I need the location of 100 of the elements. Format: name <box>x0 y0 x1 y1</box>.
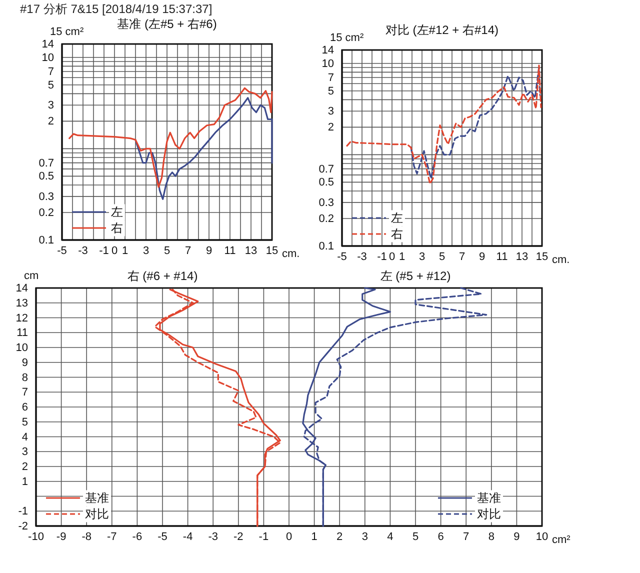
x-tick-label: 4 <box>387 530 394 543</box>
y-tick-label: 4 <box>22 431 28 444</box>
legend-label: 左 <box>111 205 123 220</box>
y-tick-label: 3 <box>328 106 334 118</box>
x-tick-label: 3 <box>362 530 368 543</box>
y-tick-label: 10 <box>16 342 28 354</box>
x-tick-label: -10 <box>28 530 44 543</box>
y-tick-label: 7 <box>328 72 334 84</box>
y-tick-label: 0.3 <box>38 190 54 203</box>
y-tick-label: 13 <box>16 297 28 310</box>
y-tick-label: 7 <box>48 66 54 78</box>
y-axis-title: 15 cm² <box>50 26 84 38</box>
legend-label: 基准 <box>477 491 501 506</box>
y-tick-label: 5 <box>328 85 334 98</box>
y-tick-label: 0.1 <box>38 234 54 247</box>
legend-label: 左 <box>391 211 403 226</box>
legend-label: 对比 <box>477 507 501 522</box>
x-tick-label: 5 <box>412 530 419 543</box>
x-tick-label: -1 <box>99 244 109 257</box>
text: 左 (#5 + #12) <box>380 269 451 283</box>
x-tick-label: -3 <box>357 250 367 263</box>
x-tick-label: -2 <box>234 530 244 543</box>
x-tick-label: 9 <box>478 250 486 263</box>
y-tick-label: 8 <box>22 372 28 384</box>
line-series <box>410 66 541 180</box>
y-tick-label: 0.7 <box>38 157 54 170</box>
x-tick-label: -1 <box>258 530 269 543</box>
y-tick-label: 3 <box>48 100 54 112</box>
x-tick-label: 13 <box>244 244 258 257</box>
y-tick-label: 11 <box>16 327 28 340</box>
y-tick-label: -2 <box>18 520 28 533</box>
line-series <box>346 64 542 185</box>
x-tick-label: 15 <box>266 244 278 257</box>
y-tick-label: 10 <box>42 52 54 64</box>
legend-label: 基准 <box>85 491 109 506</box>
y-tick-label: 0.2 <box>38 207 54 220</box>
x-tick-label: 6 <box>438 530 444 543</box>
y-tick-label: 0.2 <box>318 213 334 226</box>
x-tick-label: 1 <box>398 250 406 263</box>
y-tick-label: 3 <box>22 446 28 458</box>
x-tick-label: 5 <box>438 250 446 263</box>
x-tick-label: -9 <box>56 530 66 543</box>
chart-title: 基准 (左#5 + 右#6) <box>117 17 217 31</box>
text: #17 分析 7&15 [2018/4/19 15:37:37] <box>20 2 212 16</box>
x-tick-label: 5 <box>164 244 170 257</box>
x-tick-label: -5 <box>337 250 347 263</box>
x-tick-label: 9 <box>514 530 520 543</box>
y-tick-label: 0.5 <box>38 170 54 183</box>
x-tick-label: 9 <box>206 244 212 257</box>
y-tick-label: -1 <box>18 506 28 518</box>
y-axis-title: cm <box>24 270 39 282</box>
x-tick-label: 0 <box>388 250 396 263</box>
y-tick-label: 12 <box>16 312 28 324</box>
y-tick-label: 0.5 <box>318 176 334 189</box>
x-tick-label: 1 <box>122 244 128 257</box>
x-tick-label: -5 <box>57 244 67 257</box>
y-tick-label: 9 <box>22 356 28 369</box>
text: 右 (#6 + #14) <box>127 269 198 283</box>
x-tick-label: -7 <box>107 530 117 543</box>
x-tick-label: -3 <box>208 530 218 543</box>
y-tick-label: 14 <box>42 38 54 51</box>
y-axis-title: 15 cm² <box>330 32 364 44</box>
x-tick-label: -6 <box>132 530 142 543</box>
legend-label: 右 <box>111 221 123 236</box>
x-tick-label: 7 <box>458 250 466 263</box>
chart-title: 对比 (左#12 + 右#14) <box>385 23 499 37</box>
x-axis-title: cm² <box>552 534 571 546</box>
x-tick-label: 2 <box>336 530 343 543</box>
x-tick-label: -5 <box>158 530 168 543</box>
y-tick-label: 7 <box>22 386 28 399</box>
x-tick-label: 3 <box>418 250 426 263</box>
x-tick-label: 7 <box>463 530 470 543</box>
x-tick-label: 3 <box>142 244 150 257</box>
x-tick-label: 11 <box>224 244 236 257</box>
legend-label: 对比 <box>85 507 109 522</box>
y-tick-label: 6 <box>22 402 28 414</box>
y-tick-label: 0.1 <box>318 240 334 253</box>
x-axis-title: cm. <box>552 254 570 266</box>
y-tick-label: 5 <box>22 416 28 428</box>
y-tick-label: 2 <box>328 122 334 134</box>
line-series <box>68 87 273 188</box>
y-tick-label: 14 <box>322 44 334 57</box>
y-tick-label: 1 <box>22 476 28 488</box>
x-tick-label: -1 <box>377 250 387 263</box>
y-tick-label: 0.3 <box>318 196 334 209</box>
x-tick-label: -4 <box>182 530 193 543</box>
y-tick-label: 2 <box>48 116 54 128</box>
y-tick-label: 2 <box>22 461 28 474</box>
x-tick-label: 0 <box>111 244 118 257</box>
y-tick-label: 10 <box>322 58 334 70</box>
x-tick-label: 13 <box>516 250 528 263</box>
x-tick-label: 10 <box>536 530 548 543</box>
x-tick-label: 15 <box>536 250 548 263</box>
x-tick-label: 7 <box>184 244 192 257</box>
y-tick-label: 5 <box>48 79 54 92</box>
x-axis-title: cm. <box>282 248 300 260</box>
x-tick-label: -3 <box>78 244 88 257</box>
legend-label: 右 <box>391 227 403 242</box>
x-tick-label: 11 <box>496 250 508 263</box>
x-tick-label: 8 <box>488 530 494 543</box>
